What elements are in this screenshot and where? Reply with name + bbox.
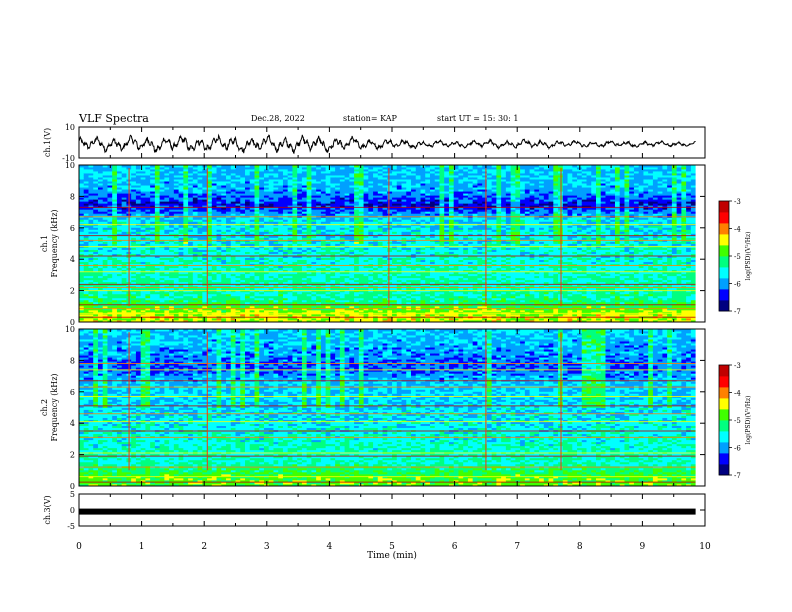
ch2-spectrogram-ylabel-channel: ch.2 <box>40 399 49 416</box>
ch1-spectrogram-ytick-label: 6 <box>70 224 75 233</box>
xtick-label: 0 <box>76 542 82 552</box>
ch1-spectrogram-colorbar-tick-label: -6 <box>734 281 741 289</box>
ch2-spectrogram-ylabel-frequency: Frequency (kHz) <box>50 373 59 441</box>
ch1-waveform-ytick-label: 10 <box>65 123 75 132</box>
ch3-ylabel: ch.3(V) <box>43 495 52 524</box>
xtick-label: 7 <box>514 542 520 552</box>
xtick-label: 1 <box>139 542 145 552</box>
ch2-spectrogram-cells <box>79 329 696 486</box>
ch2-spectrogram-ytick-label: 10 <box>65 325 75 334</box>
ch2-spectrogram-ytick-label: 2 <box>70 451 75 460</box>
ch2-spectrogram-colorbar-tick-label: -6 <box>734 445 741 453</box>
xtick-label: 2 <box>201 542 207 552</box>
ch3-waveform-ytick-label: 5 <box>70 490 75 499</box>
ch2-spectrogram-colorbar-tick-label: -7 <box>734 472 741 480</box>
ch1-spectrogram-ytick-label: 4 <box>70 255 75 264</box>
ch1-spectrogram-cells <box>79 165 696 322</box>
ch2-spectrogram-blank <box>696 329 705 486</box>
ch1-spectrogram-ytick-label: 2 <box>70 287 75 296</box>
ch1-spectrogram-colorbar-tick-label: -4 <box>734 226 741 234</box>
ch1-spectrogram-ylabel-frequency: Frequency (kHz) <box>50 209 59 277</box>
xtick-label: 8 <box>577 542 583 552</box>
xtick-label: 4 <box>327 542 333 552</box>
ch1-waveform-line <box>79 135 696 153</box>
ch2-spectrogram-ytick-label: 6 <box>70 388 75 397</box>
xtick-label: 3 <box>264 542 270 552</box>
ch1-spectrogram-ytick-label: 10 <box>65 161 75 170</box>
ch3-waveform-ytick-label: 0 <box>70 506 75 515</box>
ch1-spectrogram-blank <box>696 165 705 322</box>
ch2-spectrogram-colorbar-tick-label: -3 <box>734 362 741 370</box>
ch3-waveform-band <box>79 509 696 515</box>
xtick-label: 10 <box>699 542 711 552</box>
ch2-spectrogram-colorbar-tick-label: -5 <box>734 417 741 425</box>
ch1-spectrogram-ytick-label: 8 <box>70 192 75 201</box>
ch2-spectrogram-colorbar-label: log(PSD)(V²/Hz) <box>745 396 752 445</box>
ch1-ylabel: ch.1(V) <box>43 128 52 157</box>
ch2-spectrogram-ytick-label: 4 <box>70 419 75 428</box>
ch1-spectrogram-ylabel-channel: ch.1 <box>40 235 49 252</box>
x-axis-label: Time (min) <box>367 550 417 561</box>
ch2-spectrogram-ytick-label: 8 <box>70 356 75 365</box>
xtick-label: 9 <box>640 542 646 552</box>
ch3-waveform-ytick-label: -5 <box>67 522 75 531</box>
xtick-label: 6 <box>452 542 458 552</box>
ch1-spectrogram-colorbar-tick-label: -3 <box>734 198 741 206</box>
ch1-spectrogram-colorbar-tick-label: -7 <box>734 308 741 316</box>
ch1-spectrogram-colorbar-tick-label: -5 <box>734 253 741 261</box>
ch2-spectrogram-colorbar-tick-label: -4 <box>734 390 741 398</box>
ch1-spectrogram-colorbar-label: log(PSD)(V²/Hz) <box>745 232 752 281</box>
